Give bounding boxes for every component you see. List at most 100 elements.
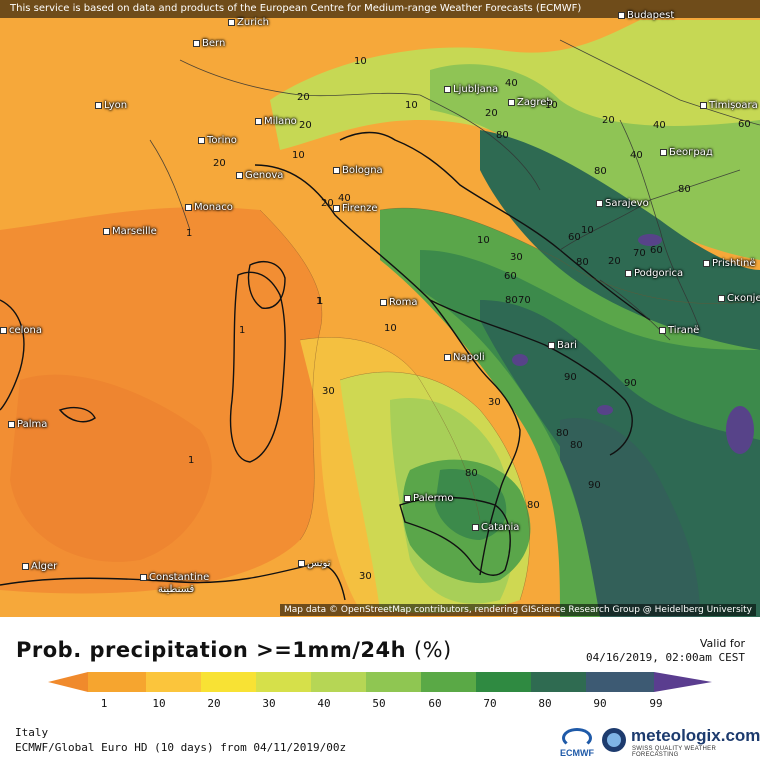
city-label-palermo[interactable]: Palermo bbox=[404, 493, 453, 504]
city-label-lyon[interactable]: Lyon bbox=[95, 100, 127, 111]
city-label-ljubljana[interactable]: Ljubljana bbox=[444, 84, 498, 95]
contour-label: 80 bbox=[527, 500, 540, 511]
contour-label: 1 bbox=[186, 228, 193, 239]
city-label-alger[interactable]: Alger bbox=[22, 561, 57, 572]
contour-label: 60 bbox=[504, 271, 517, 282]
ecmwf-logo[interactable]: ECMWF bbox=[557, 728, 597, 758]
scale-tick: 90 bbox=[593, 697, 607, 710]
contour-label: 10 bbox=[545, 100, 558, 111]
city-label-budapest[interactable]: Budapest bbox=[618, 10, 674, 21]
city-label-tirane[interactable]: Tiranë bbox=[659, 325, 699, 336]
valid-for-datetime: 04/16/2019, 02:00am CEST bbox=[586, 651, 745, 664]
color-scale bbox=[48, 672, 712, 692]
meteologix-logo[interactable]: meteologix.com SWISS QUALITY WEATHER FOR… bbox=[602, 726, 760, 758]
contour-label: 20 bbox=[321, 198, 334, 209]
contour-label: 10 bbox=[384, 323, 397, 334]
city-label-bologna[interactable]: Bologna bbox=[333, 165, 383, 176]
contour-label: 20 bbox=[299, 120, 312, 131]
ecmwf-logo-icon bbox=[562, 728, 592, 748]
contour-label: 60 bbox=[568, 232, 581, 243]
city-label-skopje[interactable]: Скопје bbox=[718, 293, 760, 304]
contour-label: 30 bbox=[510, 252, 523, 263]
city-label-constantine[interactable]: Constantine bbox=[140, 572, 209, 583]
city-label-podgorica[interactable]: Podgorica bbox=[625, 268, 683, 279]
scale-tick: 40 bbox=[317, 697, 331, 710]
contour-label: 90 bbox=[624, 378, 637, 389]
contour-label: 40 bbox=[653, 120, 666, 131]
map-view[interactable]: This service is based on data and produc… bbox=[0, 0, 760, 617]
city-label-napoli[interactable]: Napoli bbox=[444, 352, 485, 363]
scale-tick: 1 bbox=[100, 697, 108, 710]
contour-label: 60 bbox=[738, 119, 751, 130]
contour-label: 10 bbox=[354, 56, 367, 67]
city-label-tunis[interactable]: تونس bbox=[298, 558, 330, 569]
contour-label: 1 bbox=[239, 325, 246, 336]
city-label-zagreb[interactable]: Zagreb bbox=[508, 97, 553, 108]
city-label-zurich[interactable]: Zurich bbox=[228, 17, 269, 28]
contour-label: 10 bbox=[292, 150, 305, 161]
scale-tick: 80 bbox=[538, 697, 552, 710]
city-label-barcelona[interactable]: celona bbox=[0, 325, 42, 336]
contour-label: 30 bbox=[488, 397, 501, 408]
city-label-bern[interactable]: Bern bbox=[193, 38, 225, 49]
contour-label: 40 bbox=[505, 78, 518, 89]
contour-label: 10 bbox=[477, 235, 490, 246]
contour-label: 1 bbox=[188, 455, 195, 466]
probability-field bbox=[0, 0, 760, 617]
contour-label: 80 bbox=[594, 166, 607, 177]
city-label-constantine-arabic: قسنطينة bbox=[158, 584, 195, 595]
city-label-beograd[interactable]: Београд bbox=[660, 147, 713, 158]
map-attribution[interactable]: Map data © OpenStreetMap contributors, r… bbox=[280, 604, 756, 616]
city-label-roma[interactable]: Roma bbox=[380, 297, 418, 308]
contour-label: 80 bbox=[505, 295, 518, 306]
city-label-marseille[interactable]: Marseille bbox=[103, 226, 157, 237]
city-label-firenze[interactable]: Firenze bbox=[333, 203, 378, 214]
city-label-catania[interactable]: Catania bbox=[472, 522, 519, 533]
contour-label: 80 bbox=[576, 257, 589, 268]
contour-label: 20 bbox=[297, 92, 310, 103]
contour-label: 40 bbox=[338, 193, 351, 204]
city-label-timisoara[interactable]: Timișoara bbox=[700, 100, 758, 111]
city-label-genova[interactable]: Genova bbox=[236, 170, 283, 181]
scale-tick: 50 bbox=[372, 697, 386, 710]
contour-label: 30 bbox=[359, 571, 372, 582]
scale-tick: 99 bbox=[649, 697, 663, 710]
contour-label: 80 bbox=[465, 468, 478, 479]
meteologix-globe-icon bbox=[602, 728, 626, 752]
city-label-bari[interactable]: Bari bbox=[548, 340, 577, 351]
data-source-banner: This service is based on data and produc… bbox=[0, 0, 760, 18]
contour-label: 40 bbox=[630, 150, 643, 161]
city-label-monaco[interactable]: Monaco bbox=[185, 202, 233, 213]
contour-label: 10 bbox=[405, 100, 418, 111]
region-label: Italy bbox=[15, 726, 49, 739]
contour-label: 1 bbox=[317, 296, 324, 307]
contour-label: 90 bbox=[588, 480, 601, 491]
scale-tick: 60 bbox=[428, 697, 442, 710]
scale-tick: 70 bbox=[483, 697, 497, 710]
valid-for-label: Valid for bbox=[699, 637, 745, 650]
contour-label: 1 bbox=[316, 296, 323, 307]
contour-label: 30 bbox=[322, 386, 335, 397]
scale-tick: 10 bbox=[152, 697, 166, 710]
contour-label: 90 bbox=[564, 372, 577, 383]
city-label-palma[interactable]: Palma bbox=[8, 419, 47, 430]
contour-label: 80 bbox=[570, 440, 583, 451]
contour-label: 80 bbox=[556, 428, 569, 439]
legend-title: Prob. precipitation >=1mm/24h (%) bbox=[16, 638, 452, 662]
contour-label: 80 bbox=[496, 130, 509, 141]
contour-label: 20 bbox=[602, 115, 615, 126]
scale-tick: 30 bbox=[262, 697, 276, 710]
city-label-prishtine[interactable]: Prishtinë bbox=[703, 258, 755, 269]
contour-label: 20 bbox=[608, 256, 621, 267]
contour-label: 70 bbox=[518, 295, 531, 306]
city-label-sarajevo[interactable]: Sarajevo bbox=[596, 198, 649, 209]
contour-label: 20 bbox=[485, 108, 498, 119]
contour-label: 70 bbox=[633, 248, 646, 259]
city-label-milano[interactable]: Milano bbox=[255, 116, 297, 127]
model-run-info: ECMWF/Global Euro HD (10 days) from 04/1… bbox=[15, 741, 347, 754]
contour-label: 60 bbox=[650, 245, 663, 256]
contour-label: 20 bbox=[213, 158, 226, 169]
scale-tick: 20 bbox=[207, 697, 221, 710]
contour-label: 10 bbox=[581, 225, 594, 236]
city-label-torino[interactable]: Torino bbox=[198, 135, 237, 146]
